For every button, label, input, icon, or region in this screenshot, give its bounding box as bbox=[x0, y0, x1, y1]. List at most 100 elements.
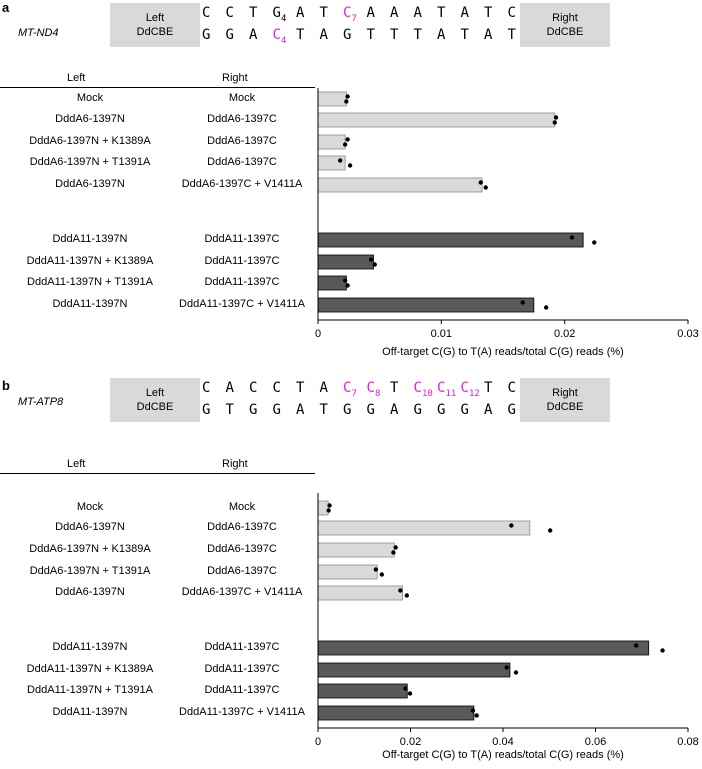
data-point bbox=[407, 691, 413, 696]
bar bbox=[317, 662, 511, 678]
row-label-right: DddA11-1397C + V1411A bbox=[179, 706, 305, 718]
row-label-left: DddA11-1397N + K1389A bbox=[26, 255, 154, 267]
base-bottom: G bbox=[202, 402, 211, 418]
dna-sequence: C C T G4 A T C7 A A A T A T C G G A C4 T A G T T T A T A T bbox=[202, 5, 522, 49]
base-top: T bbox=[249, 5, 258, 21]
row-label-left: DddA11-1397N bbox=[52, 298, 128, 310]
data-point bbox=[326, 508, 331, 513]
bar bbox=[317, 520, 531, 536]
row-label-left: DddA11-1397N bbox=[52, 233, 128, 245]
bar bbox=[317, 683, 408, 699]
data-point bbox=[342, 142, 348, 147]
bar bbox=[317, 640, 650, 656]
base-bottom: G bbox=[272, 402, 281, 418]
header-left: Left bbox=[67, 72, 86, 84]
bar bbox=[317, 177, 483, 193]
data-point bbox=[660, 648, 665, 653]
bar bbox=[317, 232, 584, 248]
base-bottom: C4 bbox=[272, 27, 287, 46]
base-bottom: A bbox=[484, 402, 493, 418]
bar bbox=[317, 275, 347, 291]
base-top: C bbox=[225, 5, 234, 21]
row-label-left: DddA6-1397N + K1389A bbox=[29, 543, 151, 555]
data-point bbox=[345, 94, 350, 99]
base-bottom: G bbox=[343, 402, 352, 418]
dna-sequence: C A C C T A C7 C8 T C10 C11 C12 T C G T G G A T G G A G G G A G bbox=[202, 380, 522, 424]
row-label-left: DddA6-1397N + T1391A bbox=[29, 565, 151, 577]
x-axis-title: Off-target C(G) to T(A) reads/total C(G)… bbox=[382, 346, 624, 358]
data-point bbox=[393, 545, 398, 550]
x-tick-label: 0.03 bbox=[677, 328, 698, 340]
row-label-right: DddA6-1397C bbox=[207, 113, 277, 125]
data-point bbox=[403, 686, 408, 691]
base-bottom: A bbox=[319, 27, 328, 43]
row-label-right: DddA6-1397C + V1411A bbox=[181, 178, 303, 190]
base-position: 11 bbox=[445, 388, 457, 399]
data-point bbox=[342, 278, 348, 283]
base-position: 12 bbox=[468, 388, 480, 399]
row-label-right: DddA11-1397C bbox=[204, 233, 280, 245]
base-top: C bbox=[249, 380, 258, 396]
base-bottom: A bbox=[437, 27, 446, 43]
base-bottom: G bbox=[249, 402, 258, 418]
x-tick-label: 0.06 bbox=[585, 736, 606, 748]
base-bottom: G bbox=[202, 27, 211, 43]
row-label-left: DddA6-1397N + T1391A bbox=[29, 156, 151, 168]
base-top: A bbox=[413, 5, 422, 21]
base-top: A bbox=[366, 5, 375, 21]
x-tick-label: 0.04 bbox=[492, 736, 513, 748]
header-rule bbox=[0, 87, 315, 88]
base-bottom: T bbox=[390, 27, 399, 43]
base-bottom: T bbox=[460, 27, 469, 43]
row-label-right: DddA11-1397C bbox=[204, 276, 280, 288]
row-label-right: DddA6-1397C bbox=[207, 135, 277, 147]
data-point bbox=[404, 593, 409, 598]
data-point bbox=[474, 713, 479, 718]
data-point bbox=[379, 572, 385, 577]
bar-chart: 0 0.02 0.04 0.06 0.08 bbox=[315, 493, 699, 748]
panel-b: b MT-ATP8 Left DdCBE C A C C T A C7 C8 T C10 C11 C12… bbox=[0, 378, 702, 769]
base-top: C7 bbox=[343, 5, 357, 24]
data-point bbox=[470, 708, 476, 713]
base-top: C bbox=[507, 5, 516, 21]
base-top: C8 bbox=[366, 380, 381, 399]
bar bbox=[317, 134, 346, 150]
data-point bbox=[569, 235, 575, 240]
data-point bbox=[373, 567, 379, 572]
base-top: A bbox=[319, 380, 328, 396]
row-label-right: Mock bbox=[228, 92, 256, 104]
data-point bbox=[592, 240, 597, 245]
row-label-right: DddA6-1397C bbox=[207, 565, 277, 577]
base-top: T bbox=[437, 5, 446, 21]
x-tick-label: 0 bbox=[315, 736, 321, 748]
row-label-left: DddA6-1397N bbox=[55, 178, 125, 190]
row-label-right: DddA11-1397C bbox=[204, 663, 280, 675]
panel-a: a MT-ND4 Left DdCBE C C T G4 A T C7 A A A T A T C G G A C4… bbox=[0, 0, 702, 360]
base-position: 8 bbox=[374, 388, 381, 399]
bar bbox=[317, 112, 556, 128]
bar bbox=[317, 585, 404, 601]
gene-name: MT-ATP8 bbox=[18, 396, 64, 408]
base-top: C bbox=[272, 380, 281, 396]
row-label-right: DddA6-1397C bbox=[207, 543, 277, 555]
base-bottom: T bbox=[225, 402, 234, 418]
left-ddcbe-box: Left DdCBE bbox=[110, 378, 200, 422]
row-label-left: DddA6-1397N + K1389A bbox=[29, 135, 151, 147]
row-label-left: DddA11-1397N bbox=[52, 641, 128, 653]
base-top: C12 bbox=[460, 380, 480, 399]
base-bottom: G bbox=[366, 402, 375, 418]
base-bottom: G bbox=[507, 402, 516, 418]
right-box-line2: DdCBE bbox=[546, 26, 584, 38]
data-point bbox=[543, 305, 549, 310]
base-bottom: A bbox=[390, 402, 399, 418]
base-top: C11 bbox=[437, 380, 457, 399]
base-position: 7 bbox=[351, 13, 357, 24]
bar bbox=[317, 254, 374, 270]
row-label-left: DddA6-1397N bbox=[55, 586, 125, 598]
base-top: A bbox=[390, 5, 399, 21]
data-point bbox=[345, 283, 350, 288]
base-bottom: G bbox=[437, 402, 446, 418]
data-point bbox=[483, 185, 488, 190]
base-bottom: T bbox=[366, 27, 375, 43]
bar-chart: 0 0.01 0.02 0.03 bbox=[315, 88, 699, 340]
